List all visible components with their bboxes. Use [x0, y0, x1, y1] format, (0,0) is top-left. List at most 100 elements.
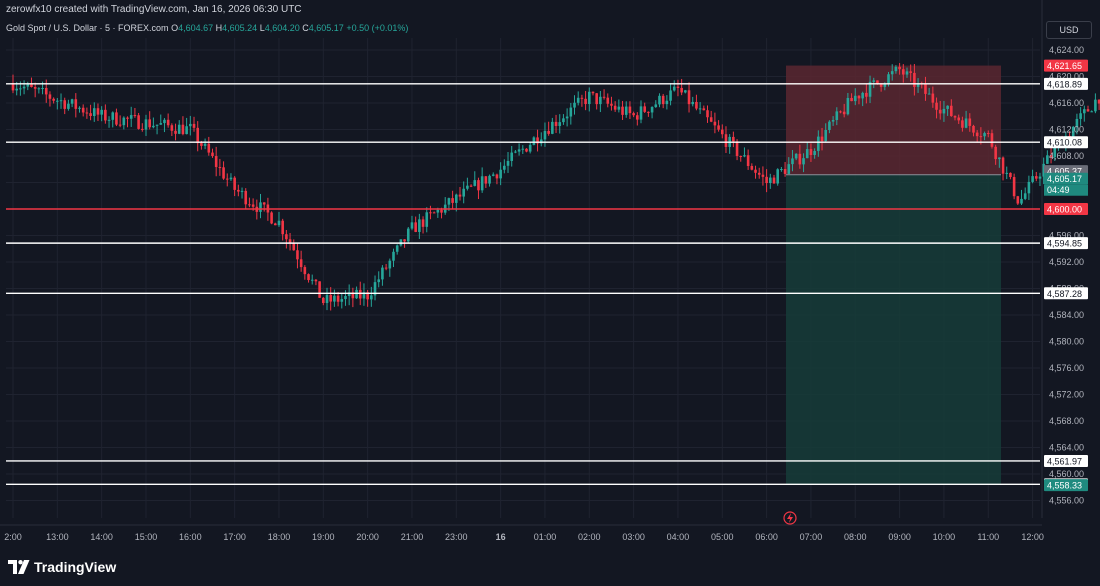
candle-body: [961, 120, 964, 128]
stop-price-label: 4,621.65: [1047, 61, 1082, 71]
candle-body: [839, 111, 842, 113]
take-profit-zone[interactable]: [786, 174, 1001, 486]
candle-body: [410, 222, 414, 229]
candle-body: [1038, 176, 1042, 179]
lightning-icon[interactable]: [783, 511, 797, 525]
candle-body: [288, 239, 292, 244]
candle-body: [565, 116, 569, 119]
candle-body: [591, 91, 595, 94]
candle-body: [521, 148, 525, 150]
candle-body: [1053, 145, 1057, 158]
currency-button[interactable]: USD: [1046, 21, 1092, 39]
candle-body: [909, 71, 912, 73]
candle-body: [207, 143, 211, 153]
level-price-label: 4,618.89: [1047, 79, 1082, 89]
candle-body: [632, 113, 635, 116]
author-credit: zerowfx10 created with TradingView.com, …: [6, 4, 302, 15]
candle-body: [1023, 193, 1027, 199]
candle-body: [676, 86, 680, 88]
candle-body: [358, 289, 362, 299]
price-tick-label: 4,556.00: [1049, 496, 1084, 506]
time-axis[interactable]: 2:00 13:00 14:00 15:00 16:00 17:00 18:00 19:00 2…: [0, 511, 1044, 542]
candle-body: [233, 177, 236, 190]
candle-body: [613, 105, 617, 110]
time-tick-label: 16:00: [179, 532, 202, 542]
candle-body: [558, 122, 562, 126]
candle-body: [299, 259, 303, 268]
candle-body: [429, 212, 432, 214]
candle-body: [159, 123, 163, 125]
candle-body: [1005, 172, 1009, 174]
candle-body: [1009, 172, 1012, 178]
candle-body: [170, 125, 174, 131]
low-value: 4,604.20: [264, 23, 300, 33]
time-tick-label: 12:00: [1021, 532, 1044, 542]
horizontal-levels[interactable]: [6, 83, 1040, 486]
candle-body: [340, 299, 344, 302]
symbol-legend[interactable]: Gold Spot / U.S. Dollar · 5 · FOREX.com …: [6, 23, 408, 33]
price-tick-label: 4,620.00: [1049, 72, 1084, 82]
candle-body: [857, 95, 861, 99]
candle-body: [366, 292, 369, 300]
candle-body: [709, 117, 713, 122]
candle-body: [484, 176, 488, 184]
candle-body: [310, 279, 314, 281]
level-price-label-box: [1044, 203, 1088, 215]
time-tick-label: 10:00: [933, 532, 956, 542]
candle-body: [1027, 181, 1031, 194]
candle-body: [244, 190, 248, 205]
candle-body: [458, 194, 462, 197]
candle-body: [813, 150, 816, 155]
candle-body: [757, 172, 761, 175]
candle-body: [277, 220, 281, 226]
candle-body: [314, 279, 318, 282]
candle-body: [495, 174, 499, 179]
level-price-label-box: [1044, 136, 1088, 149]
candle-body: [562, 118, 565, 123]
candle-body: [74, 99, 78, 109]
candle-body: [817, 136, 820, 151]
candle-body: [488, 175, 491, 184]
candle-body: [931, 93, 935, 103]
candle-body: [148, 119, 151, 128]
candle-body: [739, 155, 743, 157]
candle-body: [743, 155, 746, 157]
price-tick-label: 4,568.00: [1049, 416, 1084, 426]
candle-body: [126, 117, 129, 119]
tradingview-logo[interactable]: TradingView: [8, 558, 116, 576]
candle-body: [462, 188, 465, 197]
price-axis[interactable]: 4,624.00 4,620.00 4,616.00 4,612.00 4,608.00…: [1041, 0, 1084, 518]
candle-body: [569, 107, 573, 117]
candle-body: [19, 88, 22, 90]
candle-body: [262, 202, 266, 205]
time-tick-label: 11:00: [977, 532, 999, 542]
candle-body: [447, 198, 451, 205]
candle-body: [1042, 163, 1045, 177]
candle-body: [942, 108, 946, 114]
candle-body: [587, 91, 591, 105]
level-price-label: 4,587.28: [1047, 289, 1082, 299]
candle-body: [916, 83, 920, 87]
tradingview-logo-icon: [8, 560, 30, 574]
candle-body: [639, 106, 643, 120]
candle-body: [754, 169, 757, 173]
candle-body: [477, 180, 480, 191]
candle-body: [525, 148, 528, 152]
candle-body: [898, 66, 901, 70]
candle-body: [510, 152, 514, 161]
candle-body: [835, 111, 839, 121]
candle-body: [606, 97, 610, 104]
candle-body: [89, 113, 92, 116]
candle-body: [643, 106, 647, 112]
candle-body: [724, 134, 728, 147]
symbol-name[interactable]: Gold Spot / U.S. Dollar · 5 · FOREX.com: [6, 23, 169, 33]
candle-body: [37, 88, 41, 90]
candle-body: [946, 105, 949, 109]
candle-body: [333, 295, 336, 302]
candle-body: [687, 90, 691, 105]
candle-body: [665, 100, 669, 105]
candle-body: [554, 121, 558, 126]
candle-body: [780, 169, 783, 171]
candle-body: [735, 141, 739, 156]
